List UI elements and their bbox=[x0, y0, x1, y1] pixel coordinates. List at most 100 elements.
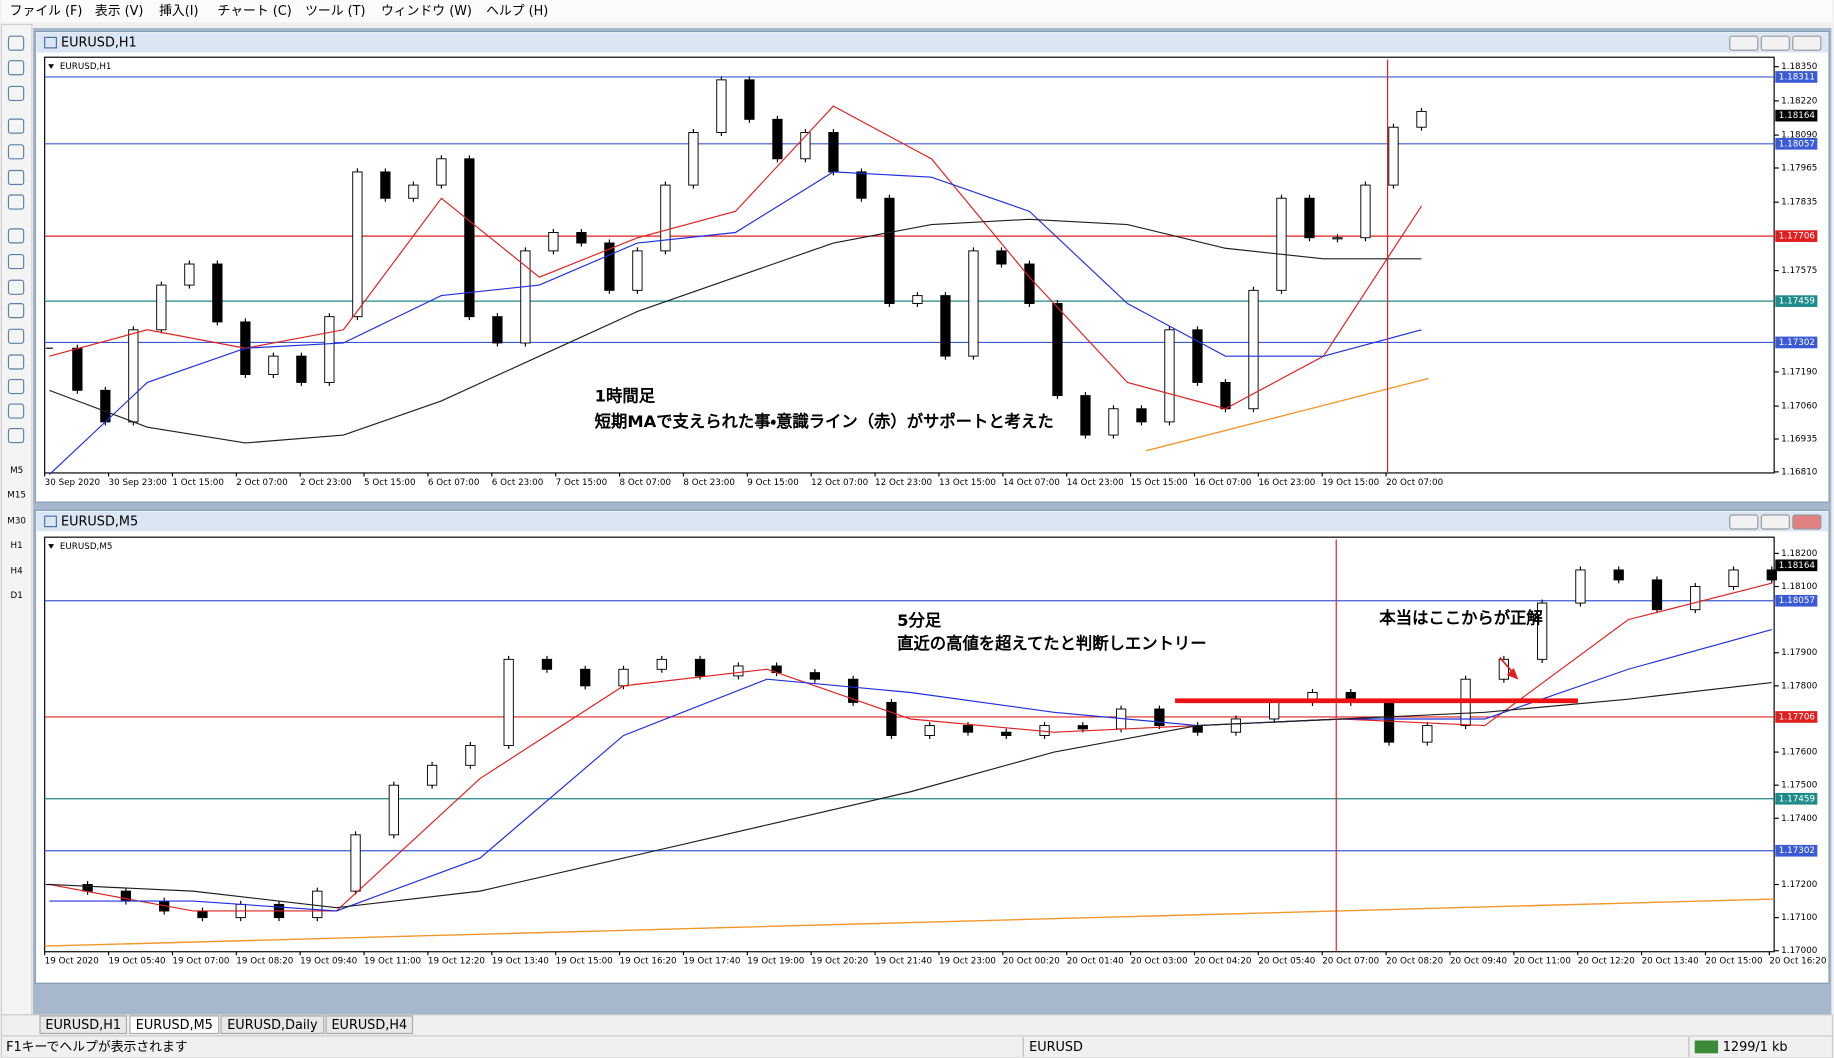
tool-icon[interactable] bbox=[7, 228, 25, 244]
maximize-button[interactable] bbox=[1760, 514, 1790, 530]
x-tick-label: 20 Oct 01:40 bbox=[1067, 957, 1124, 967]
level-price-label: 1.18057 bbox=[1779, 596, 1815, 606]
level-price-label: 1.18057 bbox=[1779, 139, 1815, 149]
menu-item[interactable]: 表示 (V) bbox=[95, 4, 144, 19]
candle bbox=[1136, 408, 1147, 423]
y-tick-label: 1.17060 bbox=[1781, 402, 1817, 412]
candle bbox=[1728, 569, 1739, 587]
tab-label[interactable]: EURUSD,M5 bbox=[136, 1018, 213, 1033]
y-tick-label: 1.16935 bbox=[1781, 435, 1817, 445]
x-tick-label: 20 Oct 09:40 bbox=[1450, 957, 1507, 967]
minimize-button[interactable] bbox=[1729, 35, 1759, 51]
tab[interactable] bbox=[129, 1015, 220, 1035]
y-tick-label: 1.17100 bbox=[1781, 913, 1817, 923]
candle bbox=[856, 171, 867, 199]
tab[interactable] bbox=[39, 1015, 128, 1035]
menu-item[interactable]: 挿入(I) bbox=[159, 4, 198, 19]
candle bbox=[772, 118, 783, 160]
candle bbox=[1304, 197, 1315, 239]
x-tick-label: 13 Oct 15:00 bbox=[939, 478, 996, 488]
y-tick-label: 1.17900 bbox=[1781, 648, 1817, 658]
tool-icon[interactable] bbox=[7, 118, 25, 134]
candle bbox=[465, 744, 476, 766]
current-price-label: 1.18164 bbox=[1779, 561, 1816, 571]
tool-icon[interactable] bbox=[7, 403, 25, 419]
tool-icon[interactable] bbox=[7, 354, 25, 370]
tab[interactable] bbox=[325, 1015, 414, 1035]
candle bbox=[733, 665, 744, 677]
candle bbox=[156, 284, 167, 331]
tool-icon[interactable] bbox=[7, 253, 25, 270]
tab[interactable] bbox=[220, 1015, 325, 1035]
tool-icon[interactable] bbox=[7, 169, 25, 186]
tool-icon[interactable] bbox=[7, 194, 25, 210]
timeframe-button[interactable]: H1 bbox=[11, 541, 23, 551]
x-tick-label: 19 Oct 12:20 bbox=[428, 957, 485, 967]
menu-item[interactable]: ヘルプ (H) bbox=[486, 4, 548, 19]
moving-average bbox=[49, 105, 1422, 410]
y-tick-label: 1.17000 bbox=[1781, 946, 1817, 956]
tool-icon[interactable] bbox=[7, 328, 25, 344]
moving-average bbox=[49, 681, 1772, 909]
timeframe-button[interactable]: D1 bbox=[10, 591, 22, 601]
candle bbox=[1024, 263, 1035, 304]
maximize-button[interactable] bbox=[1760, 35, 1790, 51]
y-tick-label: 1.17200 bbox=[1781, 880, 1817, 890]
tool-icon[interactable] bbox=[7, 60, 25, 76]
candle bbox=[1248, 289, 1259, 410]
tool-icon[interactable] bbox=[7, 35, 25, 51]
x-tick-label: 20 Oct 03:00 bbox=[1131, 957, 1188, 967]
tab-label[interactable]: EURUSD,Daily bbox=[227, 1018, 318, 1033]
candle bbox=[388, 784, 399, 836]
menu-item[interactable]: ツール (T) bbox=[305, 4, 365, 19]
x-tick-label: 6 Oct 23:00 bbox=[492, 478, 543, 488]
tab-bar bbox=[0, 1014, 1834, 1037]
tool-icon[interactable] bbox=[7, 279, 25, 295]
menu-item[interactable]: ファイル (F) bbox=[10, 4, 83, 19]
symbol-triangle bbox=[48, 544, 55, 549]
candle bbox=[716, 79, 727, 133]
level-price-box bbox=[1775, 792, 1818, 805]
tool-icon[interactable] bbox=[7, 85, 25, 102]
level-price-box bbox=[1775, 711, 1818, 723]
x-tick-label: 12 Oct 07:00 bbox=[811, 478, 868, 488]
x-tick-label: 19 Oct 15:00 bbox=[1322, 478, 1379, 488]
candle bbox=[809, 672, 821, 680]
menu-item[interactable]: チャート (C) bbox=[218, 4, 292, 19]
candle bbox=[1690, 586, 1701, 611]
close-button[interactable] bbox=[1792, 35, 1822, 51]
candle bbox=[1766, 569, 1777, 581]
y-tick-label: 1.18200 bbox=[1781, 549, 1817, 559]
timeframe-button[interactable]: M15 bbox=[7, 491, 26, 501]
timeframe-button[interactable]: H4 bbox=[11, 567, 24, 577]
tab-label[interactable]: EURUSD,H4 bbox=[331, 1018, 407, 1033]
x-tick-label: 20 Oct 07:00 bbox=[1386, 478, 1443, 488]
tool-icon[interactable] bbox=[7, 427, 25, 444]
candle bbox=[212, 263, 223, 323]
tab-label[interactable]: EURUSD,H1 bbox=[45, 1018, 121, 1033]
level-price-box bbox=[1775, 137, 1818, 150]
candle bbox=[828, 132, 839, 173]
x-tick-label: 19 Oct 20:20 bbox=[811, 957, 868, 967]
candle bbox=[1498, 658, 1510, 680]
x-tick-label: 20 Oct 04:20 bbox=[1194, 957, 1251, 967]
x-tick-label: 19 Oct 2020 bbox=[45, 957, 99, 967]
minimize-button[interactable] bbox=[1729, 514, 1759, 530]
timeframe-button[interactable]: M5 bbox=[10, 466, 23, 476]
close-button[interactable] bbox=[1792, 514, 1822, 530]
x-tick-label: 1 Oct 15:00 bbox=[172, 478, 223, 488]
menu-item[interactable]: ウィンドウ (W) bbox=[381, 4, 472, 19]
candle bbox=[296, 355, 307, 383]
y-tick-label: 1.17575 bbox=[1781, 266, 1817, 276]
window-titlebar bbox=[36, 32, 1828, 53]
current-price-box bbox=[1775, 559, 1818, 572]
tool-icon[interactable] bbox=[7, 378, 25, 395]
toolbar bbox=[0, 23, 33, 1016]
level-price-box bbox=[1775, 594, 1818, 607]
timeframe-button[interactable]: M30 bbox=[7, 516, 26, 526]
candle bbox=[580, 668, 591, 687]
x-tick-label: 20 Oct 12:20 bbox=[1578, 957, 1635, 967]
tool-icon[interactable] bbox=[7, 303, 25, 319]
tool-icon[interactable] bbox=[7, 144, 25, 160]
candle bbox=[1537, 602, 1548, 660]
